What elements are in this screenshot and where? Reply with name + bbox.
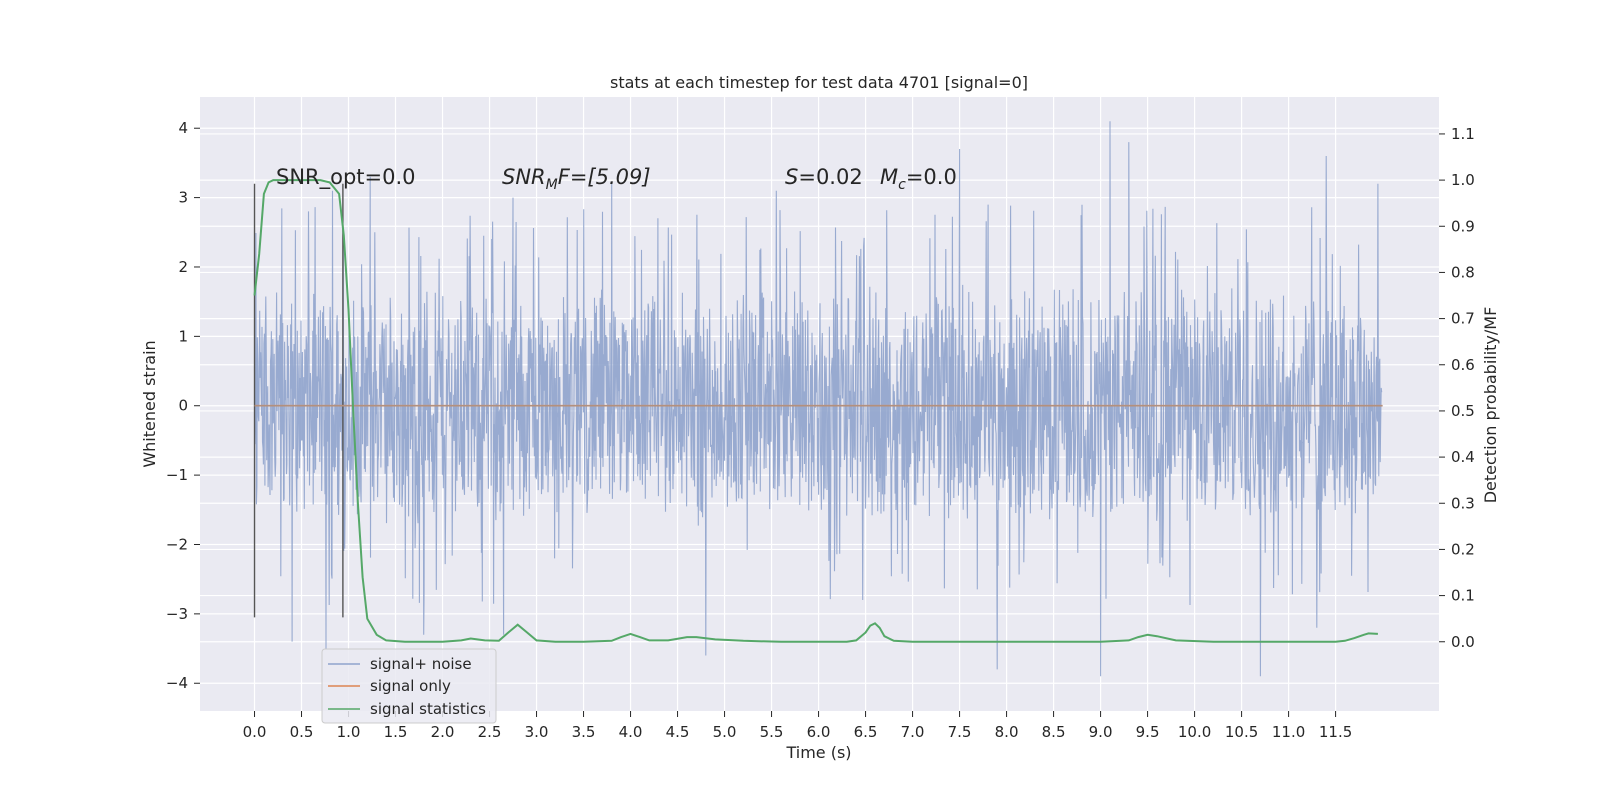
x-tick-label: 7.0 — [901, 723, 925, 741]
event-markers — [253, 183, 344, 618]
x-tick-label: 5.5 — [760, 723, 784, 741]
y-tick-label: −3 — [166, 605, 188, 623]
x-tick-label: 2.5 — [478, 723, 502, 741]
mc-symbol: M — [880, 165, 898, 189]
x-tick-label: 1.0 — [337, 723, 361, 741]
signal-plus-noise-series — [253, 121, 1383, 677]
y2-tick-label: 0.6 — [1451, 356, 1475, 374]
y2-tick-label: 0.9 — [1451, 217, 1475, 235]
x-tick-label: 6.0 — [807, 723, 831, 741]
chart-title: stats at each timestep for test data 470… — [610, 73, 1028, 92]
x-tick-label: 10.0 — [1178, 723, 1211, 741]
y-tick-label: 2 — [178, 258, 188, 276]
y-axis-left: −4 −3 −2 −1 0 1 2 3 4 — [166, 119, 200, 692]
y2-tick-label: 0.7 — [1451, 310, 1475, 328]
x-tick-label: 4.0 — [619, 723, 643, 741]
y2-tick-label: 1.0 — [1451, 171, 1475, 189]
y-tick-label: −4 — [166, 674, 188, 692]
x-tick-label: 3.5 — [572, 723, 596, 741]
snr-mf-symbol: SNR — [502, 165, 546, 189]
snr-mf-subscript: M — [546, 177, 558, 193]
legend-label-signal-only: signal only — [370, 677, 451, 695]
x-tick-label: 0.0 — [243, 723, 267, 741]
x-tick-label: 8.5 — [1042, 723, 1066, 741]
x-tick-label: 6.5 — [854, 723, 878, 741]
signal-plus-noise-line — [253, 121, 1383, 677]
x-tick-label: 8.0 — [995, 723, 1019, 741]
s-value: =0.02 — [798, 165, 862, 189]
y2-tick-label: 0.0 — [1451, 633, 1475, 651]
x-tick-label: 7.5 — [948, 723, 972, 741]
legend-label-signal-plus-noise: signal+ noise — [370, 655, 472, 673]
y2-tick-label: 0.3 — [1451, 494, 1475, 512]
y2-tick-label: 0.4 — [1451, 448, 1475, 466]
mc-annotation: Mc=0.0 — [880, 165, 957, 193]
x-tick-label: 9.5 — [1136, 723, 1160, 741]
legend-label-signal-statistics: signal statistics — [370, 700, 486, 718]
snr-opt-annotation: SNR_opt=0.0 — [276, 165, 416, 190]
mc-value: =0.0 — [906, 165, 957, 189]
annotations: SNR_opt=0.0 SNRMF=[5.09] S=0.02 Mc=0.0 — [276, 165, 957, 193]
y-tick-label: −1 — [166, 466, 188, 484]
x-tick-label: 11.5 — [1319, 723, 1352, 741]
signal-statistics-line — [253, 179, 1378, 643]
y2-tick-label: 0.8 — [1451, 263, 1475, 281]
x-tick-label: 4.5 — [666, 723, 690, 741]
x-tick-label: 11.0 — [1272, 723, 1305, 741]
s-symbol: S — [785, 165, 798, 189]
legend-box — [321, 648, 497, 724]
signal-statistics-series — [253, 179, 1378, 643]
x-axis-label: Time (s) — [785, 743, 851, 762]
y-tick-label: 1 — [178, 327, 188, 345]
x-tick-label: 3.0 — [525, 723, 549, 741]
s-annotation: S=0.02 — [785, 165, 863, 189]
y2-axis-label: Detection probability/MF — [1481, 307, 1500, 504]
y2-tick-label: 0.2 — [1451, 540, 1475, 558]
snr-mf-value: F=[5.09] — [558, 165, 651, 189]
mc-subscript: c — [898, 177, 906, 193]
y2-tick-label: 0.1 — [1451, 587, 1475, 605]
x-tick-label: 1.5 — [384, 723, 408, 741]
x-tick-label: 9.0 — [1089, 723, 1113, 741]
y-axis-label: Whitened strain — [140, 340, 159, 467]
x-tick-label: 2.0 — [431, 723, 455, 741]
snr-mf-annotation: SNRMF=[5.09] — [502, 165, 651, 193]
y-tick-label: 4 — [178, 119, 188, 137]
x-tick-label: 10.5 — [1225, 723, 1258, 741]
y-tick-label: −2 — [166, 535, 188, 553]
legend: signal+ noise signal only signal statist… — [321, 648, 497, 724]
y-axis-right: 0.0 0.1 0.2 0.3 0.4 0.5 0.6 0.7 0.8 0.9 1.0 1.1 — [1439, 125, 1475, 651]
y2-tick-label: 0.5 — [1451, 402, 1475, 420]
x-axis: 0.0 0.5 1.0 1.5 2.0 2.5 3.0 3.5 4.0 4.5 5.0 5.5 6.0 6… — [243, 711, 1352, 741]
y-tick-label: 0 — [178, 397, 188, 415]
x-tick-label: 0.5 — [290, 723, 314, 741]
y-tick-label: 3 — [178, 189, 188, 207]
x-tick-label: 5.0 — [713, 723, 737, 741]
y2-tick-label: 1.1 — [1451, 125, 1475, 143]
